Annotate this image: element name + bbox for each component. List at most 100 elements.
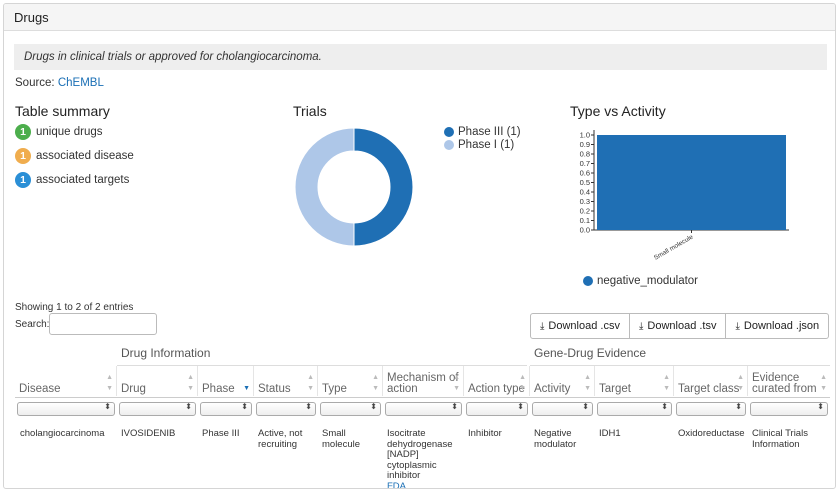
cell-target-link[interactable]: IDH1	[599, 428, 621, 439]
column-label: Action type	[468, 383, 525, 395]
col-target-class[interactable]: Target class ▲ ▼	[674, 366, 748, 396]
select-arrow-icon: ⬍	[370, 402, 377, 411]
col-status[interactable]: Status ▲ ▼	[254, 366, 318, 396]
col-target[interactable]: Target ▲ ▼	[595, 366, 674, 396]
filter-action-type[interactable]: ⬍	[466, 402, 528, 416]
legend-label: Phase III (1)	[458, 126, 521, 138]
col-phase[interactable]: Phase ▼	[198, 366, 254, 396]
download-tsv-button[interactable]: ⤓ Download .tsv	[628, 313, 727, 339]
sort-icon: ▲ ▼	[372, 374, 379, 392]
download-icon: ⤓	[638, 320, 644, 332]
filter-target[interactable]: ⬍	[597, 402, 672, 416]
download-csv-button[interactable]: ⤓ Download .csv	[530, 313, 630, 339]
filter-type[interactable]: ⬍	[320, 402, 381, 416]
mechanism-fda-link[interactable]: FDA	[387, 480, 406, 489]
y-tick-label: 1.0	[580, 131, 590, 140]
type-activity-bar-chart: 0.00.10.20.30.40.50.60.70.80.91.0 Small …	[580, 130, 789, 262]
y-tick-label: 0.2	[580, 207, 590, 216]
col-type[interactable]: Type ▲ ▼	[318, 366, 383, 396]
column-label: Status	[258, 383, 291, 395]
y-tick-label: 0.5	[580, 178, 590, 187]
cell-drug-link[interactable]: IVOSIDENIB	[121, 428, 176, 439]
source: Source: ChEMBL	[15, 77, 104, 89]
column-label: Target	[599, 383, 631, 395]
cell-target-class: Oxidoreductase	[678, 428, 745, 439]
cell-evidence-link[interactable]: Clinical Trials Information	[752, 428, 808, 450]
filter-mechanism[interactable]: ⬍	[385, 402, 462, 416]
legend-dot	[444, 140, 454, 150]
description: Drugs in clinical trials or approved for…	[14, 44, 827, 70]
column-label: Mechanism of action	[387, 372, 459, 395]
search-label: Search:	[15, 319, 50, 330]
group-divider	[530, 365, 830, 366]
trials-donut-chart	[294, 127, 414, 247]
y-tick-label: 0.0	[580, 226, 590, 235]
filter-drug[interactable]: ⬍	[119, 402, 196, 416]
col-drug[interactable]: Drug ▲ ▼	[117, 366, 198, 396]
column-label: Phase	[202, 383, 235, 395]
filter-status[interactable]: ⬍	[256, 402, 316, 416]
column-label: Drug	[121, 383, 146, 395]
col-mechanism[interactable]: Mechanism of action ▲ ▼	[383, 366, 464, 396]
sort-icon: ▲ ▼	[663, 374, 670, 392]
summary-associated-targets: 1 associated targets	[15, 172, 129, 188]
x-tick-label: Small molecule	[653, 233, 695, 261]
legend-phase-iii[interactable]: Phase III (1)	[444, 126, 521, 138]
bar-small-molecule[interactable]	[597, 135, 786, 230]
button-label: Download .json	[743, 320, 820, 332]
panel-title: Drugs	[4, 4, 835, 31]
legend-phase-i[interactable]: Phase I (1)	[444, 139, 514, 151]
column-label: Disease	[19, 383, 61, 395]
y-tick-label: 0.3	[580, 197, 590, 206]
count-badge: 1	[15, 148, 31, 164]
cell-mechanism: Isocitrate dehydrogenase [NADP] cytoplas…	[387, 428, 463, 489]
download-icon: ⤓	[540, 320, 545, 332]
select-arrow-icon: ⬍	[582, 402, 589, 411]
y-tick-label: 0.4	[580, 188, 590, 197]
y-tick-label: 0.9	[580, 140, 590, 149]
legend-dot	[583, 276, 593, 286]
select-arrow-icon: ⬍	[735, 402, 742, 411]
mechanism-text: Isocitrate dehydrogenase [NADP] cytoplas…	[387, 428, 453, 481]
column-label: Type	[322, 383, 347, 395]
summary-unique-drugs: 1 unique drugs	[15, 124, 103, 140]
trials-title: Trials	[293, 103, 327, 119]
sort-icon: ▲ ▼	[187, 374, 194, 392]
type-activity-title: Type vs Activity	[570, 103, 666, 119]
col-activity[interactable]: Activity ▲ ▼	[530, 366, 595, 396]
summary-label: unique drugs	[36, 126, 103, 138]
select-arrow-icon: ⬍	[185, 402, 192, 411]
summary-title: Table summary	[15, 103, 110, 119]
select-arrow-icon: ⬍	[104, 402, 111, 411]
sort-icon: ▲ ▼	[737, 374, 744, 392]
col-action-type[interactable]: Action type ▲ ▼	[464, 366, 530, 396]
sort-icon: ▲ ▼	[584, 374, 591, 392]
col-disease[interactable]: Disease ▲ ▼	[15, 366, 117, 396]
y-tick-label: 0.8	[580, 150, 590, 159]
donut-slice-phase-i[interactable]	[294, 127, 355, 247]
y-tick-label: 0.1	[580, 216, 590, 225]
sort-icon: ▲ ▼	[106, 374, 113, 392]
sort-icon: ▲ ▼	[820, 374, 827, 392]
filter-target-class[interactable]: ⬍	[676, 402, 746, 416]
filter-activity[interactable]: ⬍	[532, 402, 593, 416]
sort-icon: ▲ ▼	[453, 374, 460, 392]
filter-evidence[interactable]: ⬍	[750, 402, 828, 416]
header-divider	[15, 397, 830, 398]
y-axis: 0.00.10.20.30.40.50.60.70.80.91.0	[580, 131, 692, 235]
button-label: Download .csv	[548, 320, 620, 332]
legend-negative-modulator[interactable]: negative_modulator	[583, 275, 698, 287]
col-evidence[interactable]: Evidence curated from ▲ ▼	[748, 366, 830, 396]
cell-disease-link[interactable]: cholangiocarcinoma	[20, 428, 105, 439]
download-json-button[interactable]: ⤓ Download .json	[725, 313, 830, 339]
download-icon: ⤓	[735, 320, 740, 332]
download-buttons: ⤓ Download .csv ⤓ Download .tsv ⤓ Download …	[530, 313, 830, 339]
group-drug-information: Drug Information	[121, 346, 211, 360]
source-link-chembl[interactable]: ChEMBL	[57, 77, 104, 89]
filter-disease[interactable]: ⬍	[17, 402, 115, 416]
y-tick-label: 0.7	[580, 159, 590, 168]
search-input[interactable]	[49, 313, 157, 335]
donut-slice-phase-iii[interactable]	[353, 127, 414, 247]
filter-phase[interactable]: ⬍	[200, 402, 252, 416]
drugs-panel: Drugs Drugs in clinical trials or approv…	[3, 3, 836, 489]
